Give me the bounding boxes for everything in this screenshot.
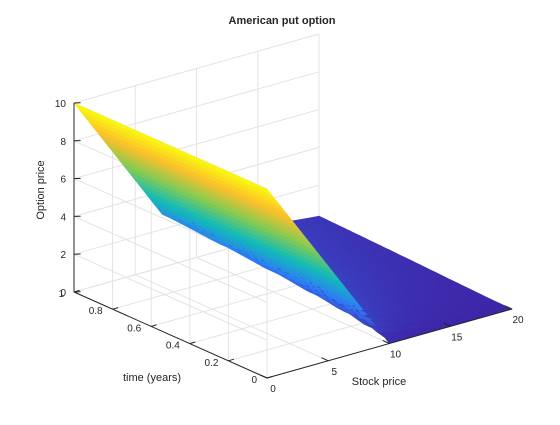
grid-line <box>135 275 328 361</box>
grid-line <box>74 254 267 340</box>
z-tick-label: 0 <box>60 288 66 299</box>
x-tick-label: 10 <box>390 350 402 361</box>
y-tick-label: 0 <box>251 375 257 386</box>
y-tick-label: 0.2 <box>204 358 218 369</box>
z-tick-label: 10 <box>55 99 67 110</box>
surface-layer <box>74 103 512 344</box>
z-axis-label: Option price <box>35 160 47 219</box>
y-tick-label: 0.8 <box>89 306 103 317</box>
x-axis-label: Stock price <box>352 376 406 388</box>
z-tick-label: 2 <box>60 250 66 261</box>
z-tick-label: 8 <box>60 137 66 148</box>
x-tick-label: 20 <box>512 315 524 326</box>
chart-title: American put option <box>229 15 336 27</box>
x-tick-label: 0 <box>270 384 276 395</box>
z-tick-label: 4 <box>60 212 66 223</box>
x-tick-label: 15 <box>451 332 463 343</box>
x-tick <box>322 358 329 361</box>
x-tick-label: 5 <box>332 367 338 378</box>
x-tick <box>260 375 267 378</box>
y-tick-label: 0.4 <box>166 341 180 352</box>
y-tick-label: 0.6 <box>127 323 141 334</box>
y-axis-line <box>74 292 267 378</box>
y-axis-label: time (years) <box>123 372 181 384</box>
z-tick-label: 6 <box>60 175 66 186</box>
